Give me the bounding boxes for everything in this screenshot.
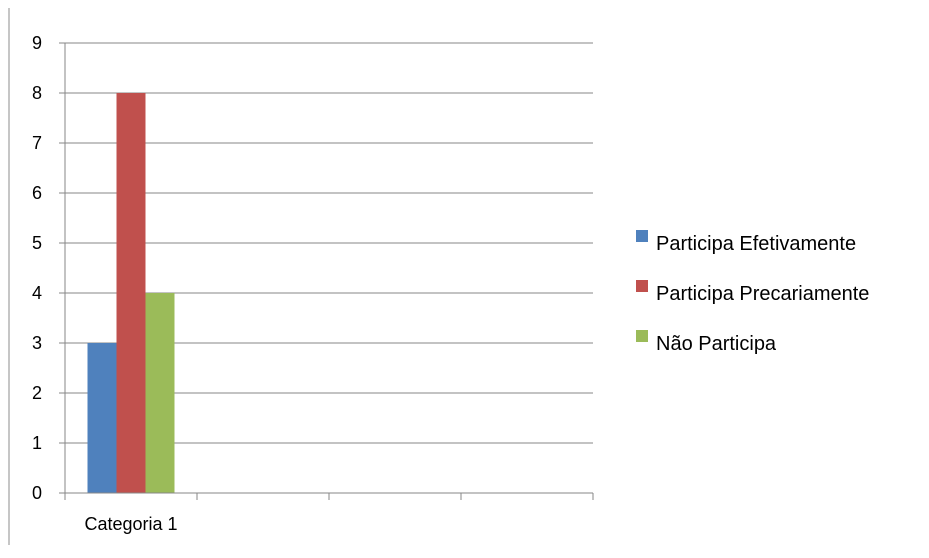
legend-label-participa-precariamente: Participa Precariamente [656, 283, 869, 305]
y-tick-label-2: 2 [32, 383, 42, 403]
legend: Participa Efetivamente Participa Precaria… [636, 230, 869, 355]
legend-swatch-participa-precariamente [636, 280, 648, 292]
bar-participa-efetivamente-0 [87, 343, 117, 493]
y-tick-label-9: 9 [32, 33, 42, 53]
y-tick-label-1: 1 [32, 433, 42, 453]
x-category-label-0: Categoria 1 [84, 514, 177, 534]
y-tick-label-6: 6 [32, 183, 42, 203]
bars [87, 93, 175, 493]
legend-label-n-o-participa: Não Participa [656, 333, 777, 355]
legend-label-participa-efetivamente: Participa Efetivamente [656, 233, 856, 255]
bar-participa-precariamente-0 [116, 93, 146, 493]
legend-swatch-n-o-participa [636, 330, 648, 342]
y-tick-label-5: 5 [32, 233, 42, 253]
y-tick-label-3: 3 [32, 333, 42, 353]
legend-swatch-participa-efetivamente [636, 230, 648, 242]
axes: 0 1 2 3 4 5 6 7 8 9 Categoria 1 [32, 33, 594, 534]
bar-n-o-participa-0 [145, 293, 175, 493]
y-tick-label-0: 0 [32, 483, 42, 503]
y-tick-label-4: 4 [32, 283, 42, 303]
y-tick-label-7: 7 [32, 133, 42, 153]
y-tick-label-8: 8 [32, 83, 42, 103]
